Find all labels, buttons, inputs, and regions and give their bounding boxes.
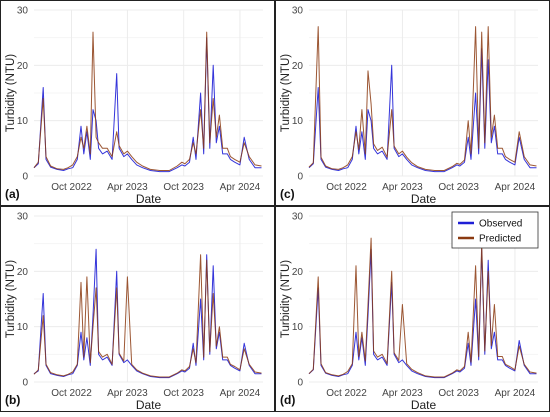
x-tick-label: Apr 2023 (107, 182, 148, 193)
y-axis-label: Turbidity (NTU) (5, 54, 17, 132)
y-tick-label: 30 (17, 6, 29, 17)
y-axis-label: Turbidity (NTU) (280, 260, 292, 338)
series-line-observed (308, 248, 537, 379)
panel-frame (0, 206, 275, 412)
y-tick-label: 10 (292, 116, 304, 127)
x-tick-label: Apr 2023 (382, 182, 423, 193)
panel-label: (d) (280, 393, 295, 407)
x-tick-label: Apr 2024 (495, 182, 536, 193)
x-tick-label: Oct 2022 (51, 182, 92, 193)
y-tick-label: 10 (292, 322, 304, 333)
grid (309, 9, 538, 177)
x-tick-label: Oct 2023 (438, 182, 479, 193)
x-tick-label: Apr 2023 (382, 388, 423, 399)
y-tick-label: 30 (17, 212, 29, 223)
y-tick-label: 0 (297, 378, 303, 389)
y-tick-label: 10 (17, 116, 29, 127)
series-line-predicted (308, 26, 537, 171)
y-tick-label: 0 (22, 172, 28, 183)
x-axis-label: Date (411, 398, 437, 412)
series-line-observed (308, 48, 537, 173)
y-axis-label: Turbidity (NTU) (5, 260, 17, 338)
x-tick-label: Apr 2024 (220, 388, 261, 399)
legend-label-observed: Observed (479, 219, 522, 230)
series-line-observed (33, 37, 262, 173)
grid (34, 215, 263, 383)
y-tick-label: 20 (292, 61, 304, 72)
x-tick-label: Apr 2023 (107, 388, 148, 399)
x-tick-label: Oct 2023 (163, 388, 204, 399)
y-axis-label: Turbidity (NTU) (280, 54, 292, 132)
series-line-predicted (33, 31, 262, 171)
legend: Observed Predicted (451, 211, 539, 249)
x-tick-label: Oct 2022 (326, 182, 367, 193)
series-line-predicted (33, 254, 262, 378)
y-tick-label: 30 (292, 212, 304, 223)
y-tick-label: 30 (292, 6, 304, 17)
x-tick-label: Oct 2022 (326, 388, 367, 399)
x-tick-label: Oct 2023 (163, 182, 204, 193)
y-tick-label: 20 (17, 61, 29, 72)
x-axis-label: Date (136, 398, 162, 412)
panel-a: 0 10 20 30 Oct 2022 Apr 2023 Oct 2023 Apr 2024 D… (0, 0, 275, 206)
x-tick-label: Apr 2024 (220, 182, 261, 193)
x-axis-label: Date (136, 192, 162, 206)
legend-box (451, 211, 539, 249)
x-tick-label: Apr 2024 (495, 388, 536, 399)
panel-b: 0 10 20 30 Oct 2022 Apr 2023 Oct 2023 Apr 2024 D… (0, 206, 275, 412)
panel-frame (275, 0, 550, 206)
panel-d: 0 10 20 30 Oct 2022 Apr 2023 Oct 2023 Apr 2024 D… (275, 206, 550, 412)
x-tick-label: Oct 2022 (51, 388, 92, 399)
panel-label: (b) (5, 393, 20, 407)
series-line-predicted (308, 237, 537, 378)
panel-label: (c) (280, 187, 295, 201)
y-tick-label: 0 (297, 172, 303, 183)
panel-label: (a) (5, 187, 20, 201)
x-tick-label: Oct 2023 (438, 388, 479, 399)
legend-label-predicted: Predicted (479, 234, 521, 245)
y-tick-label: 20 (17, 267, 29, 278)
x-axis-label: Date (411, 192, 437, 206)
y-tick-label: 0 (22, 378, 28, 389)
panel-frame (0, 0, 275, 206)
grid (309, 215, 538, 383)
y-tick-label: 20 (292, 267, 304, 278)
panel-c: 0 10 20 30 Oct 2022 Apr 2023 Oct 2023 Apr 2024 D… (275, 0, 550, 206)
y-tick-label: 10 (17, 322, 29, 333)
grid (34, 9, 263, 177)
